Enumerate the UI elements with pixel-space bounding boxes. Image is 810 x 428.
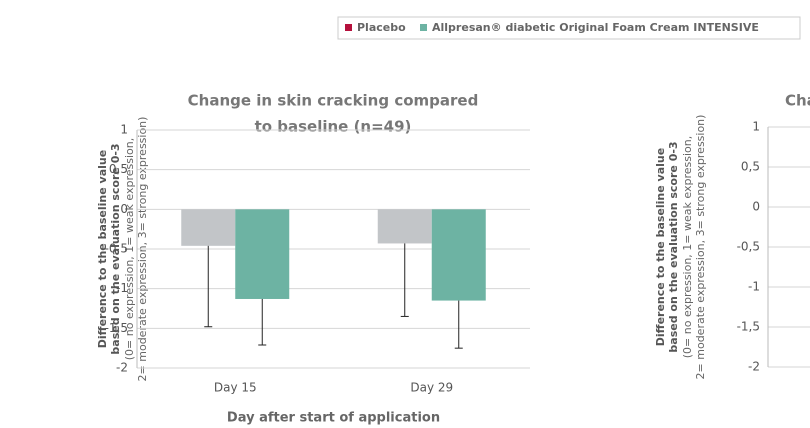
y-tick-label: -2 bbox=[116, 361, 128, 375]
y-tick-label: -1 bbox=[748, 280, 760, 294]
y-axis-label: Difference to the baseline value bbox=[654, 148, 667, 346]
y-tick-label: -1 bbox=[116, 281, 128, 295]
bar bbox=[377, 209, 432, 244]
x-axis-label: Day after start of application bbox=[227, 411, 440, 426]
bar bbox=[235, 209, 290, 299]
y-tick-label: 0 bbox=[752, 200, 760, 214]
x-tick-label: Day 29 bbox=[410, 381, 453, 395]
bar bbox=[431, 209, 486, 301]
y-tick-label: -1,5 bbox=[105, 321, 128, 335]
legend-swatch bbox=[420, 24, 427, 31]
y-axis-label: based on the evaluation score 0-3 bbox=[667, 141, 680, 352]
y-axis-label: 2= moderate expression, 3= strong expres… bbox=[694, 115, 707, 380]
y-tick-label: 1 bbox=[120, 123, 128, 137]
chart-title: Change in skin cracking compared bbox=[188, 92, 479, 110]
legend-swatch bbox=[345, 24, 352, 31]
legend-box bbox=[337, 16, 801, 40]
y-tick-label: 0,5 bbox=[109, 162, 128, 176]
x-tick-label: Day 15 bbox=[214, 381, 257, 395]
chart-title: to baseline (n=49) bbox=[255, 118, 412, 136]
y-axis-label: (0= no expression, 1= weak expression, bbox=[123, 138, 136, 360]
y-tick-label: -0,5 bbox=[737, 240, 760, 254]
y-tick-label: -1,5 bbox=[737, 320, 760, 334]
y-tick-label: 1 bbox=[752, 120, 760, 134]
y-tick-label: 0 bbox=[120, 202, 128, 216]
y-tick-label: 0,5 bbox=[741, 160, 760, 174]
legend-label: Allpresan® diabetic Original Foam Cream … bbox=[432, 21, 759, 34]
legend-label: Placebo bbox=[357, 21, 406, 34]
bar bbox=[181, 209, 236, 246]
y-tick-label: -2 bbox=[748, 360, 760, 374]
chart-title: Cha bbox=[785, 92, 810, 110]
y-axis-label: based on the evaluation score 0-3 bbox=[109, 143, 122, 354]
y-axis-label: Difference to the baseline value bbox=[96, 150, 109, 348]
y-axis-label: (0= no expression, 1= weak expression, bbox=[681, 136, 694, 358]
y-tick-label: -0.5 bbox=[105, 242, 128, 256]
